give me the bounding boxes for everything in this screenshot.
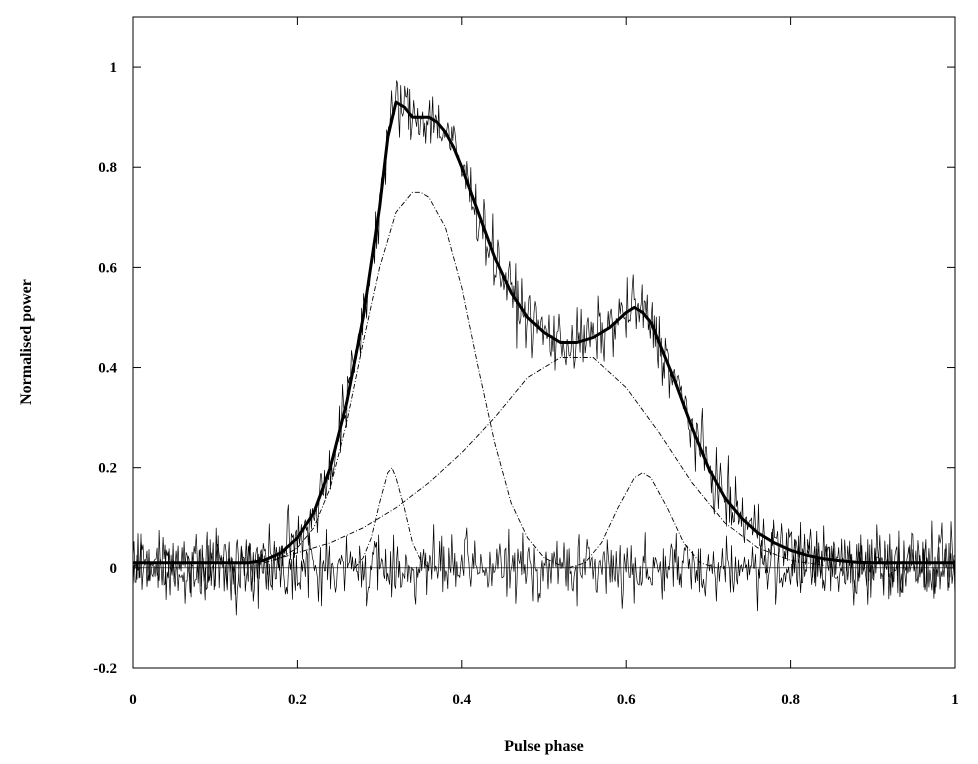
y-tick-label: 1: [110, 60, 118, 76]
x-tick-label: 1: [951, 692, 959, 708]
series-component-5: [354, 466, 430, 569]
series-data-0: [132, 80, 955, 600]
series-component-3: [280, 191, 561, 566]
x-tick-label: 0.4: [452, 692, 471, 708]
y-tick-label: 0.2: [98, 461, 117, 477]
x-tick-label: 0.8: [781, 692, 800, 708]
series-layer: [132, 80, 956, 616]
series-fit-2: [133, 100, 955, 565]
series-component-6: [568, 472, 717, 569]
x-tick-label: 0.6: [617, 692, 636, 708]
tick-layer: 0 0.2 0.4 0.6 0.8 1 -0.2 0 0.2 0.4 0.6 0.8 1: [93, 17, 959, 708]
x-tick-label: 0: [129, 692, 137, 708]
x-tick-label: 0.2: [288, 692, 307, 708]
series-residuals-1: [132, 524, 956, 616]
y-tick-label: -0.2: [93, 661, 117, 677]
y-tick-label: 0.4: [98, 361, 117, 377]
x-axis-label: Pulse phase: [504, 738, 584, 755]
y-tick-label: 0.6: [98, 260, 117, 276]
y-axis-label: Normalised power: [18, 279, 35, 405]
y-tick-label: 0: [110, 561, 118, 577]
y-tick-label: 0.8: [98, 160, 117, 176]
plot-frame: [132, 16, 956, 669]
